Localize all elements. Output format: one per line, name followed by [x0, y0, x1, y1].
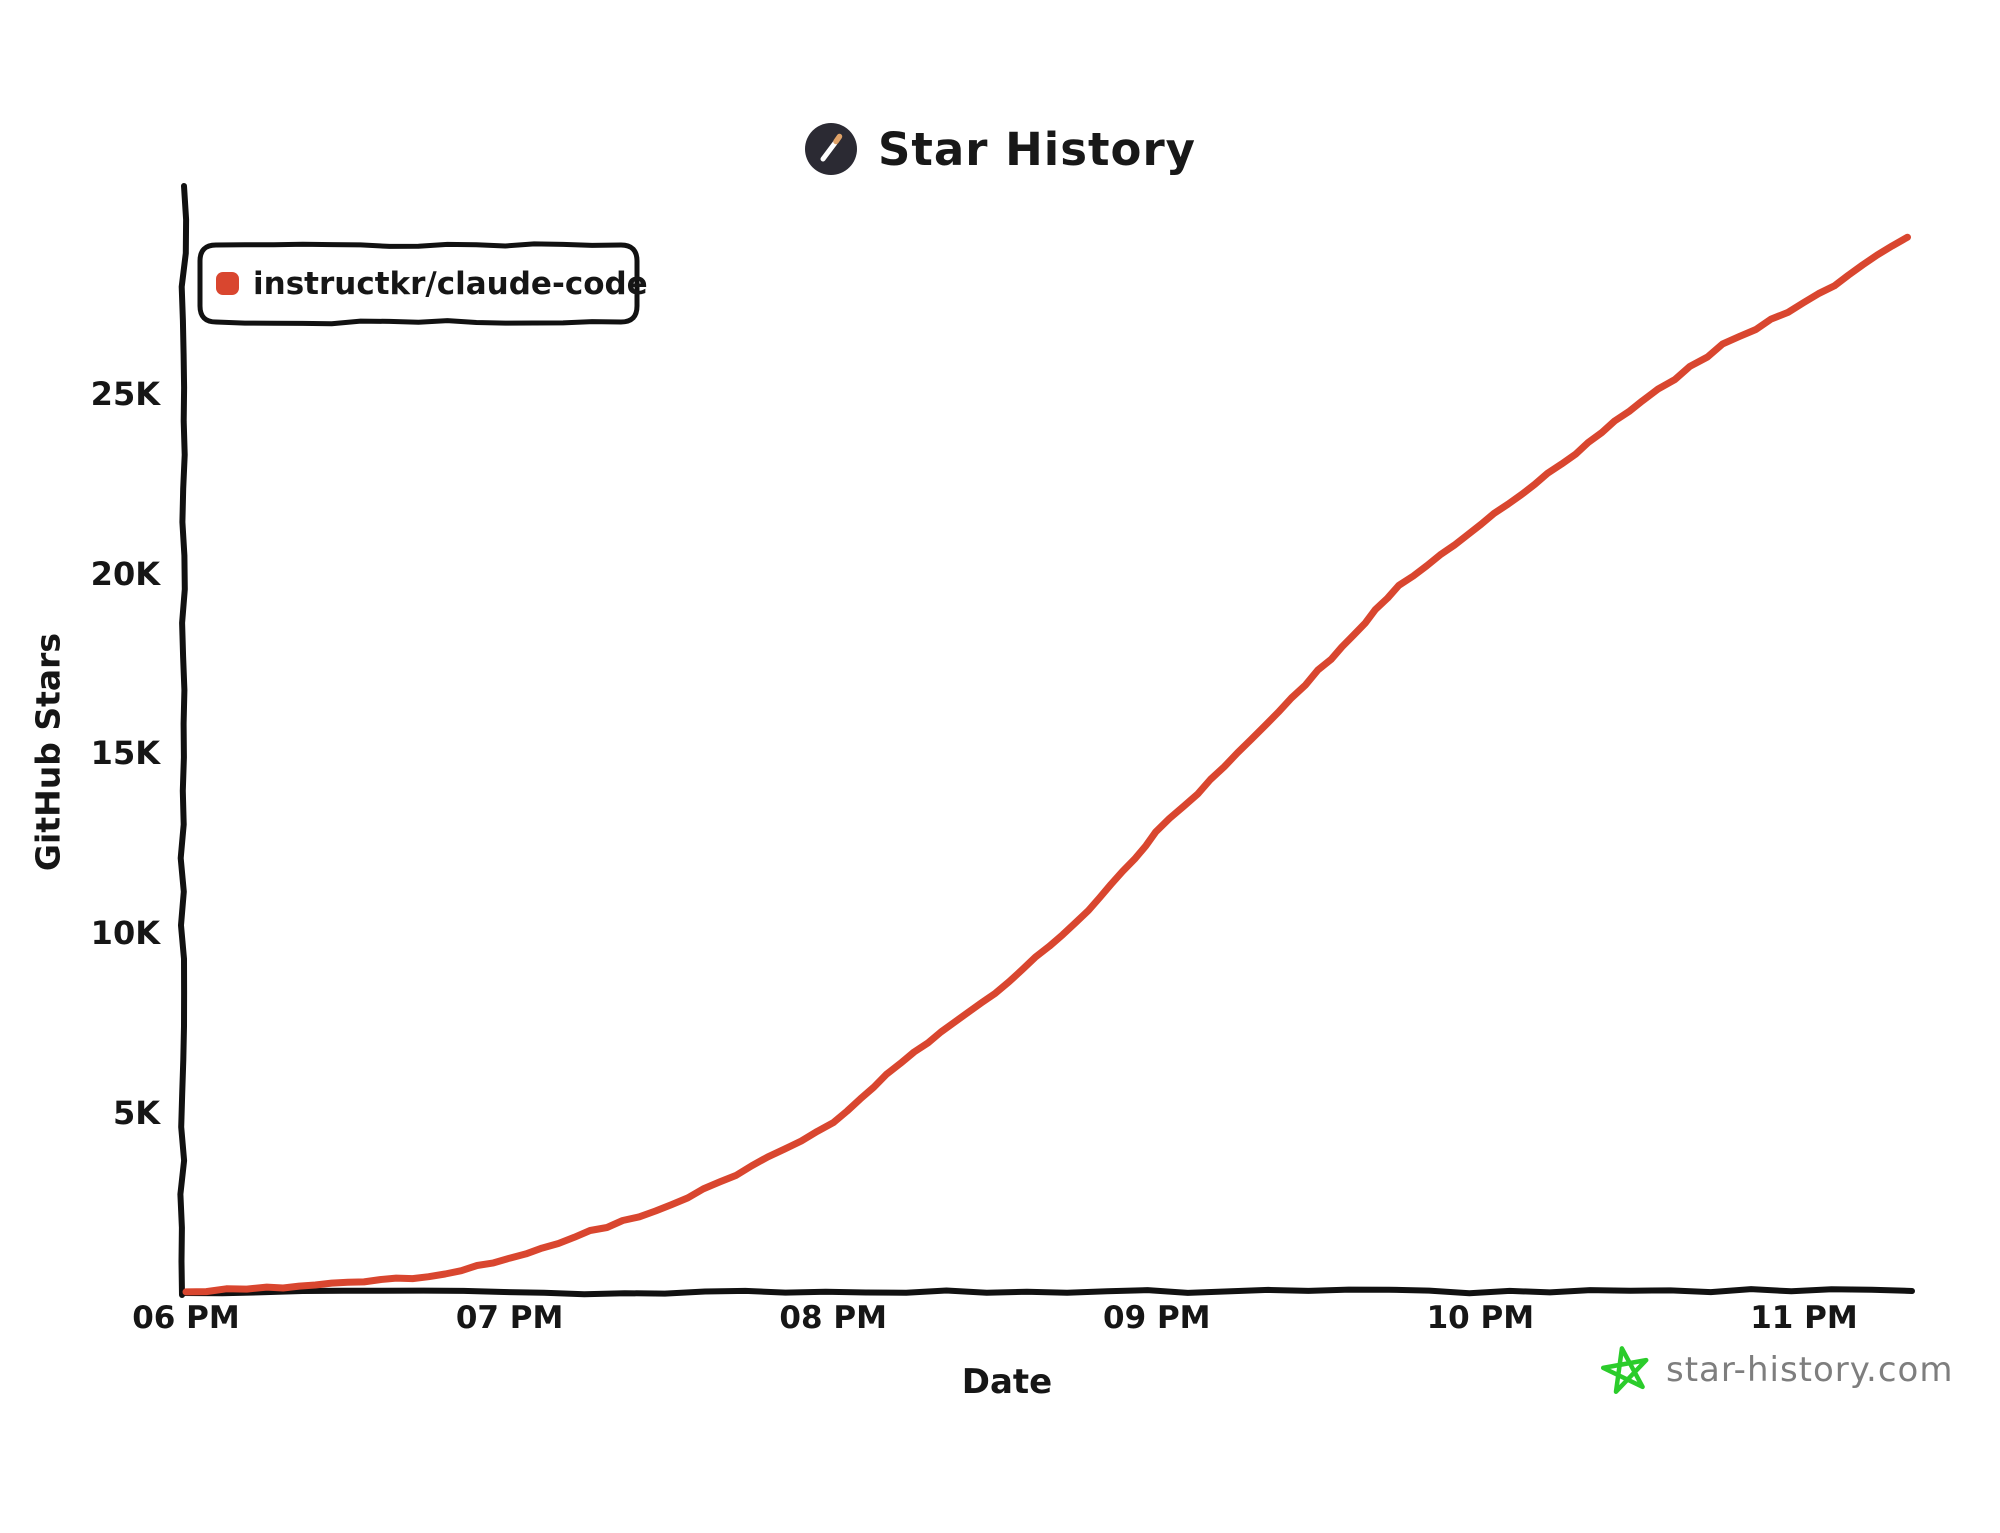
y-tick-label-5K: 5K: [112, 1094, 160, 1133]
x-tick-label-06-PM: 06 PM: [132, 1300, 240, 1336]
x-tick-label-08-PM: 08 PM: [779, 1300, 887, 1336]
y-axis-line: [177, 183, 190, 1298]
green-star-icon: [1600, 1346, 1649, 1394]
page-title: Star History: [878, 122, 1196, 176]
x-tick-label-11-PM: 11 PM: [1750, 1300, 1858, 1336]
x-tick-label-10-PM: 10 PM: [1426, 1300, 1535, 1336]
y-tick-label-10K: 10K: [90, 914, 160, 953]
watermark-text: star-history.com: [1666, 1350, 1954, 1390]
legend-box-border: [197, 241, 640, 327]
legend-marker: [216, 272, 239, 295]
legend-label: instructkr/claude-code: [253, 265, 648, 302]
series-line-instructkr-claude-code[interactable]: [182, 233, 1911, 1296]
y-tick-label-15K: 15K: [90, 734, 160, 773]
x-axis-title: Date: [961, 1362, 1053, 1402]
y-tick-label-25K: 25K: [90, 374, 160, 413]
x-axis-line: [179, 1286, 1915, 1298]
x-tick-label-09-PM: 09 PM: [1103, 1300, 1211, 1336]
watermark[interactable]: star-history.com: [1600, 1344, 1953, 1396]
chart-header: Star History: [0, 122, 2000, 176]
star-history-logo-icon: [805, 123, 857, 175]
x-tick-label-07-PM: 07 PM: [455, 1300, 564, 1336]
y-tick-label-20K: 20K: [90, 554, 160, 593]
legend[interactable]: instructkr/claude-code: [216, 245, 648, 322]
